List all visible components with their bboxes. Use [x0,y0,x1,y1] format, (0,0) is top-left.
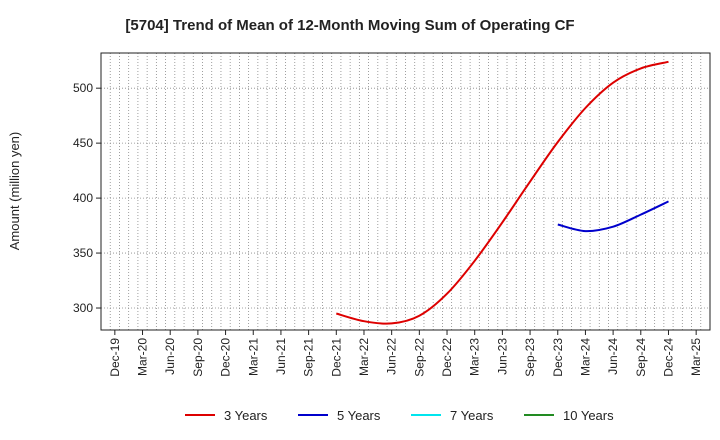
x-tick-label: Dec-19 [108,338,122,377]
plot-frame [100,52,711,331]
x-tick-label: Dec-23 [551,338,565,377]
legend: 3 Years 5 Years 7 Years 10 Years [185,408,614,423]
x-tick-label: Sep-24 [634,338,648,377]
x-tick-label: Sep-22 [412,338,426,377]
chart-title: [5704] Trend of Mean of 12-Month Moving … [125,17,574,34]
grid [101,53,710,330]
x-tick-label: Sep-23 [523,338,537,377]
y-ticks: 300 350 400 450 500 [73,81,101,315]
x-tick-label: Dec-20 [219,338,233,377]
legend-label: 10 Years [563,408,614,423]
y-tick-label: 300 [73,301,93,315]
legend-label: 7 Years [450,408,494,423]
y-axis-label: Amount (million yen) [7,132,22,251]
x-tick-label: Dec-21 [329,338,343,377]
x-tick-label: Sep-21 [302,338,316,377]
legend-label: 3 Years [224,408,268,423]
legend-label: 5 Years [337,408,381,423]
x-tick-label: Mar-23 [468,338,482,376]
x-tick-label: Dec-24 [661,338,675,377]
x-tick-label: Dec-22 [440,338,454,377]
x-tick-label: Jun-22 [385,338,399,375]
x-tick-label: Sep-20 [191,338,205,377]
x-tick-label: Jun-24 [606,338,620,375]
x-tick-label: Mar-21 [246,338,260,376]
y-tick-label: 350 [73,246,93,260]
x-tick-label: Mar-25 [689,338,703,376]
y-tick-label: 500 [73,81,93,95]
x-tick-label: Jun-21 [274,338,288,375]
y-tick-label: 450 [73,136,93,150]
x-tick-label: Mar-24 [578,338,592,376]
series-line-3-years [336,60,669,325]
x-tick-label: Jun-23 [495,338,509,375]
x-ticks: Dec-19 Mar-20 Jun-20 Sep-20 Dec-20 Mar-21 Jun-… [108,330,703,377]
x-tick-label: Jun-20 [163,338,177,375]
series-lines [336,60,669,325]
x-tick-label: Mar-20 [136,338,150,376]
series-line-5-years [557,200,669,233]
x-tick-label: Mar-22 [357,338,371,376]
y-tick-label: 400 [73,191,93,205]
